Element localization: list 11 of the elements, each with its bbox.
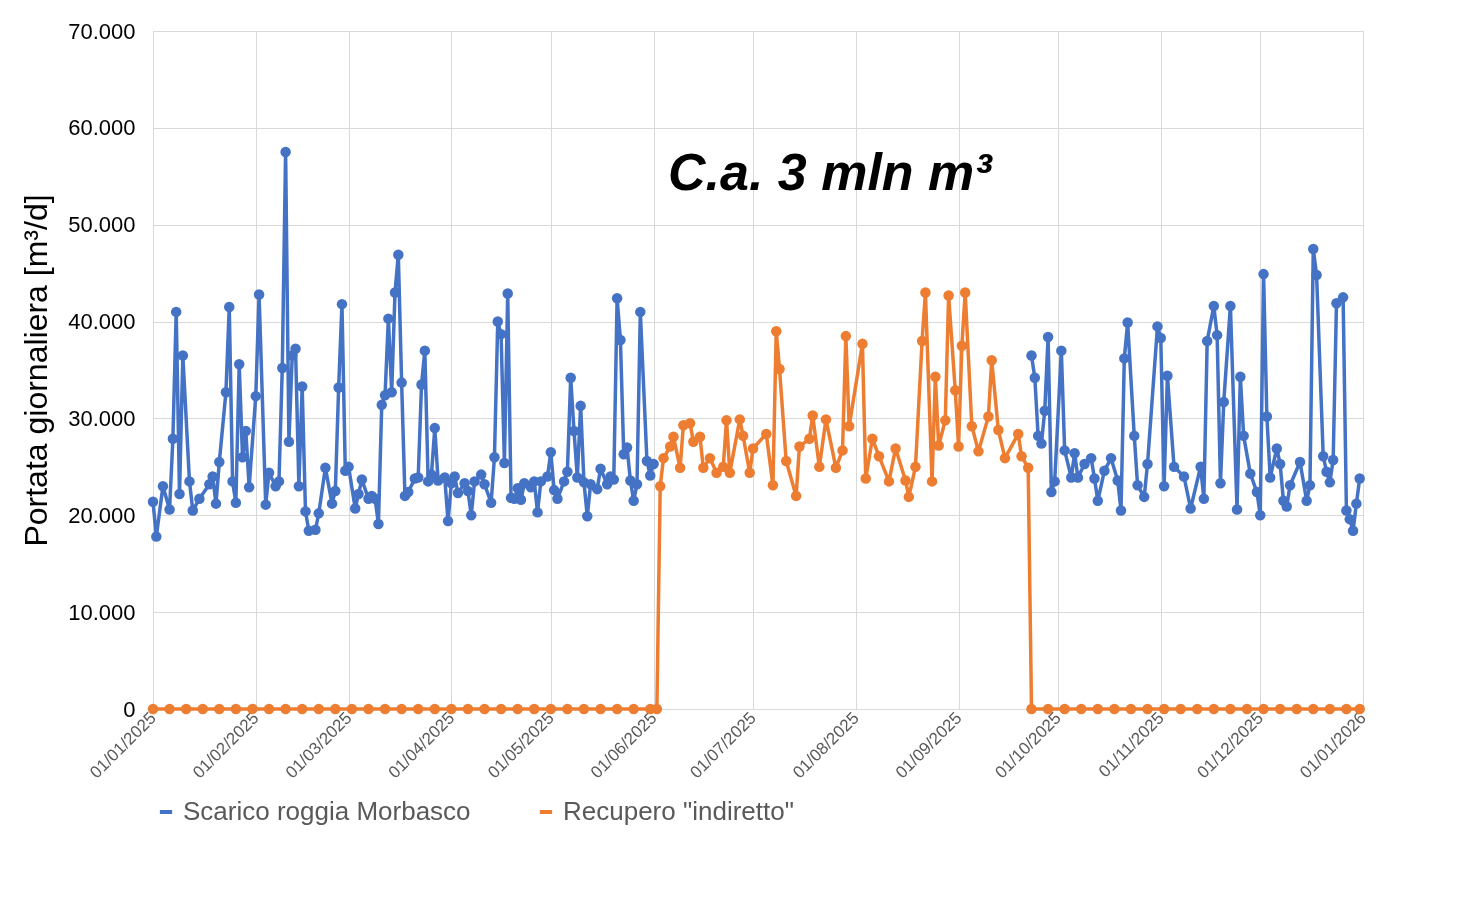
y-tick-label: 40.000 bbox=[68, 309, 136, 335]
y-tick-label: 70.000 bbox=[68, 18, 136, 44]
y-tick-label: 30.000 bbox=[68, 405, 136, 431]
y-tick-label: 50.000 bbox=[68, 212, 136, 238]
y-tick-label: 10.000 bbox=[68, 599, 136, 625]
y-tick-label: 20.000 bbox=[68, 502, 136, 528]
legend-label: Recupero "indiretto" bbox=[563, 796, 794, 826]
annotation: C.a. 3 mln m³ bbox=[668, 143, 994, 201]
legend-label: Scarico roggia Morbasco bbox=[183, 796, 471, 826]
y-axis-title: Portata giornaliera [m³/d] bbox=[18, 194, 55, 547]
y-tick-label: 60.000 bbox=[68, 115, 136, 141]
